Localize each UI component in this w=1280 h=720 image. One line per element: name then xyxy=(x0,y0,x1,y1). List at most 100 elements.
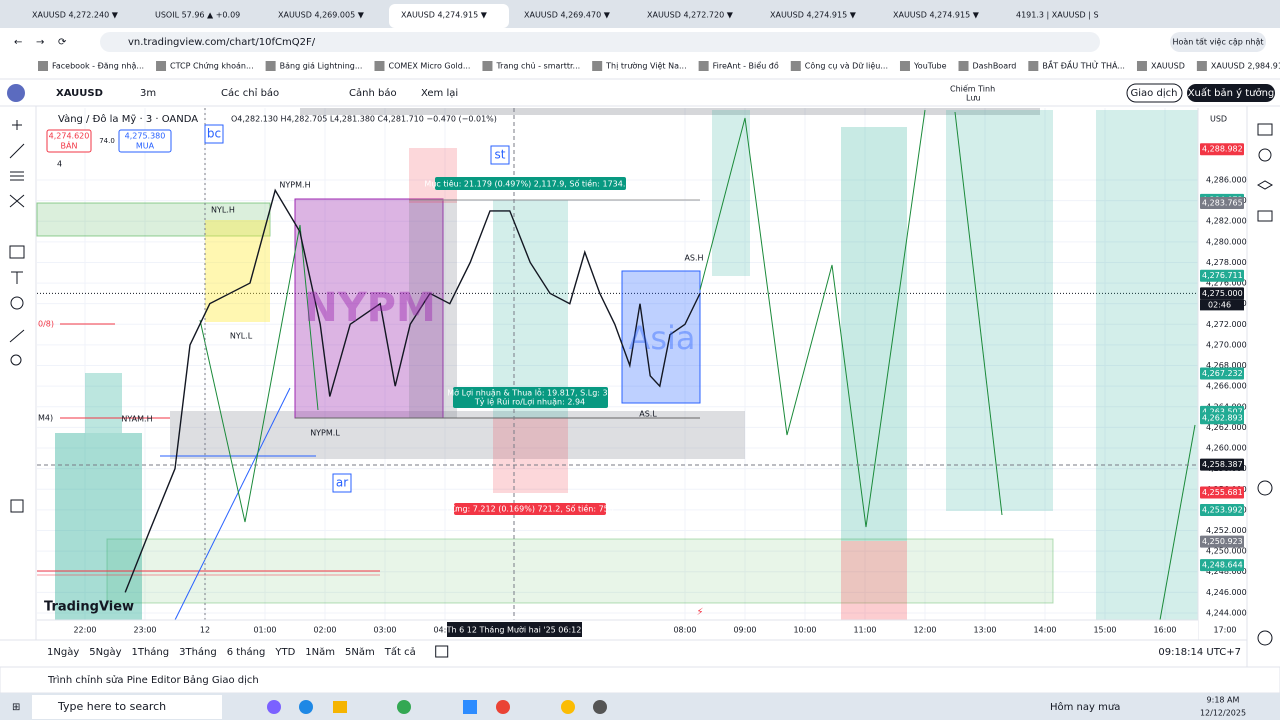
currency[interactable]: USD xyxy=(1210,115,1227,124)
tool-shape[interactable] xyxy=(9,245,25,259)
bookmark[interactable]: Bảng giá Lightning... xyxy=(280,61,363,71)
search-box[interactable] xyxy=(32,695,222,719)
tab-title[interactable]: XAUUSD 4,269.470 ▼ xyxy=(524,11,611,20)
app[interactable] xyxy=(561,700,575,714)
tool-trash[interactable] xyxy=(10,499,24,513)
tab-title[interactable]: XAUUSD 4,272.720 ▼ xyxy=(647,11,734,20)
tab-title[interactable]: XAUUSD 4,269.005 ▼ xyxy=(278,11,365,20)
publish-button[interactable] xyxy=(1187,84,1275,102)
bookmark-icon[interactable] xyxy=(958,61,969,71)
bookmark-icon[interactable] xyxy=(1136,61,1147,71)
bookmark-icon[interactable] xyxy=(265,61,276,71)
range-button[interactable]: YTD xyxy=(274,647,295,658)
avatar[interactable] xyxy=(7,84,25,102)
bookmark-icon[interactable] xyxy=(156,61,167,71)
back[interactable]: ← xyxy=(14,37,22,48)
bookmark-icon[interactable] xyxy=(790,61,801,71)
bookmark[interactable]: XAUUSD xyxy=(1151,62,1185,71)
bookmark[interactable]: XAUUSD 2,984.910... xyxy=(1211,62,1280,71)
bookmark[interactable]: Thị trường Việt Na... xyxy=(605,61,686,72)
indicators[interactable]: Các chỉ báo xyxy=(221,87,279,99)
bookmark-icon[interactable] xyxy=(592,61,603,71)
indicator-count[interactable]: 4 xyxy=(57,160,62,169)
tool-ruler[interactable] xyxy=(9,329,25,343)
bookmark[interactable]: Công cụ và Dữ liệu... xyxy=(805,61,888,72)
bookmark[interactable]: BẮT ĐẦU THỬ THÁ... xyxy=(1042,59,1125,71)
range-button[interactable]: Tất cả xyxy=(384,646,416,658)
forward[interactable]: → xyxy=(36,37,44,48)
range-button[interactable]: 1Năm xyxy=(305,647,335,658)
bookmark-icon[interactable] xyxy=(1028,61,1039,71)
app[interactable] xyxy=(593,700,607,714)
buy[interactable]: MUA xyxy=(136,142,155,151)
tab-title[interactable]: XAUUSD 4,274.915 ▼ xyxy=(893,11,980,20)
bookmark-icon[interactable] xyxy=(698,61,709,71)
trade[interactable]: Giao dịch xyxy=(1131,88,1178,99)
tool-fib[interactable] xyxy=(10,171,24,181)
address-bar[interactable] xyxy=(100,32,1100,52)
panel-tab[interactable]: Trình chỉnh sửa Pine Editor xyxy=(47,674,181,686)
alert[interactable]: Cảnh báo xyxy=(349,87,397,99)
bookmark[interactable]: DashBoard xyxy=(973,62,1017,71)
time[interactable]: 9:18 AM xyxy=(1207,696,1240,705)
sell-price[interactable]: 4,274.620 xyxy=(49,132,90,141)
weather[interactable]: Hôm nay mưa xyxy=(1050,701,1120,713)
interval[interactable]: 3m xyxy=(140,88,156,99)
sell-button[interactable] xyxy=(46,129,92,153)
bookmark[interactable]: COMEX Micro Gold... xyxy=(388,62,470,71)
help[interactable] xyxy=(1257,630,1273,646)
tool-emoji[interactable] xyxy=(10,296,24,310)
tool-zoom[interactable] xyxy=(10,354,22,366)
tab-title[interactable]: XAUUSD 4,272.240 ▼ xyxy=(32,11,119,20)
layout-name[interactable]: Chiếm Tinh xyxy=(950,84,995,94)
alerts[interactable] xyxy=(1258,148,1272,162)
bookmark[interactable]: YouTube xyxy=(913,62,947,71)
search[interactable]: Type here to search xyxy=(57,700,166,713)
buy-price[interactable]: 4,275.380 xyxy=(125,132,166,141)
tool[interactable] xyxy=(1257,480,1273,496)
tab-title[interactable]: XAUUSD 4,274.915 ▼ xyxy=(401,11,488,20)
url[interactable]: vn.tradingview.com/chart/10fCmQ2F/ xyxy=(128,37,316,48)
bookmark-icon[interactable] xyxy=(482,61,493,71)
chat[interactable] xyxy=(1257,210,1273,222)
tool-pattern[interactable] xyxy=(9,194,25,208)
app[interactable] xyxy=(496,700,510,714)
calendar[interactable] xyxy=(435,645,449,658)
buy-button[interactable] xyxy=(118,129,172,153)
app[interactable] xyxy=(333,701,347,713)
tab-title[interactable]: XAUUSD 4,274.915 ▼ xyxy=(770,11,857,20)
bookmark[interactable]: FireAnt - Biểu đồ xyxy=(713,61,779,71)
bookmark-icon[interactable] xyxy=(1196,61,1207,71)
bookmark-icon[interactable] xyxy=(374,61,385,71)
tab[interactable] xyxy=(389,4,509,28)
bookmark[interactable]: CTCP Chứng khoán... xyxy=(170,62,254,71)
app[interactable] xyxy=(463,700,477,714)
bookmark-icon[interactable] xyxy=(38,61,48,71)
start[interactable]: ⊞ xyxy=(12,702,20,713)
app[interactable] xyxy=(397,700,411,714)
event-icon[interactable]: ⚡ xyxy=(696,607,703,618)
range-button[interactable]: 3Tháng xyxy=(179,646,217,658)
range-button[interactable]: 1Tháng xyxy=(132,646,170,658)
update-button[interactable] xyxy=(1170,32,1266,52)
update-text[interactable]: Hoàn tất việc cập nhật xyxy=(1172,37,1263,48)
bookmark[interactable]: Facebook - Đăng nhậ... xyxy=(52,62,144,72)
tab-title[interactable]: 4191.3 | XAUUSD | S xyxy=(1016,11,1099,20)
tool-line[interactable] xyxy=(9,143,25,159)
reload[interactable]: ⟳ xyxy=(58,37,67,48)
layers[interactable] xyxy=(1256,180,1274,190)
tool-cross[interactable] xyxy=(12,120,22,130)
range-button[interactable]: 5Ngày xyxy=(89,646,121,658)
replay[interactable]: Xem lại xyxy=(421,88,458,99)
range-button[interactable]: 5Năm xyxy=(345,647,375,658)
tab-title[interactable]: USOIL 57.96 ▲ +0.09 xyxy=(155,11,240,20)
range-button[interactable]: 6 tháng xyxy=(227,646,266,658)
date[interactable]: 12/12/2025 xyxy=(1200,709,1246,718)
bookmark-icon[interactable] xyxy=(899,61,910,71)
symbol[interactable]: XAUUSD xyxy=(56,88,103,99)
app[interactable] xyxy=(267,700,281,714)
watchlist[interactable] xyxy=(1257,123,1273,136)
tool-text[interactable] xyxy=(11,271,23,284)
trade-button[interactable] xyxy=(1126,83,1183,103)
bookmark[interactable]: Trang chủ - smarttr... xyxy=(495,61,580,71)
